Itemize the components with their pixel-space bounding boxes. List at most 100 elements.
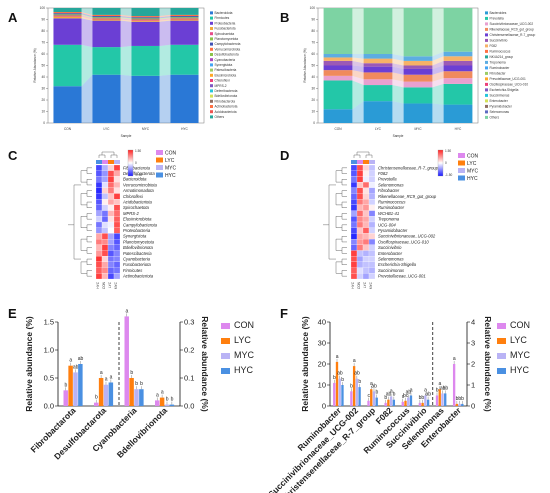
heatmap-cell xyxy=(350,199,358,205)
bar-segment xyxy=(323,60,353,66)
heatmap-cell xyxy=(107,273,115,280)
bar xyxy=(63,390,68,406)
legend-label: Proteobacteria xyxy=(215,21,236,25)
dendrogram-branch xyxy=(73,184,81,260)
legend-swatch xyxy=(210,105,213,108)
connector-band xyxy=(120,45,132,76)
row-label: Armatimonadota xyxy=(122,188,154,193)
row-label: Planctomycetota xyxy=(123,239,155,244)
heatmap-cell xyxy=(113,244,121,251)
bar xyxy=(338,378,341,406)
significance-letter: ab xyxy=(440,385,446,391)
legend-label: CON xyxy=(234,320,254,330)
heatmap-cell xyxy=(356,250,364,257)
heatmap-cell xyxy=(350,267,358,274)
heatmap-cell xyxy=(362,176,370,183)
legend-label: Acidobacteriota xyxy=(215,110,237,114)
significance-letter: b xyxy=(421,395,424,401)
bar-segment xyxy=(363,66,393,73)
heatmap-cell xyxy=(356,267,364,274)
right-y-tick-label: 0.0 xyxy=(184,402,194,411)
connector-band xyxy=(159,17,171,20)
significance-letter: ab xyxy=(406,390,412,396)
heatmap-cell xyxy=(95,244,103,251)
heatmap-cell xyxy=(368,227,376,234)
row-label: Proteobacteria xyxy=(123,228,151,233)
bar-segment xyxy=(443,56,473,61)
legend-swatch xyxy=(485,71,488,75)
heatmap-cell xyxy=(350,164,358,171)
group-strip-cell xyxy=(357,160,363,164)
legend-label: Ruminobacter xyxy=(490,66,511,70)
dendrogram-branch xyxy=(80,238,87,251)
group-legend-swatch xyxy=(156,172,163,178)
significance-letter: b xyxy=(436,388,439,394)
heatmap-cell xyxy=(101,187,109,194)
bar-segment xyxy=(403,60,433,66)
bar-segment xyxy=(403,74,433,82)
bar xyxy=(384,402,387,406)
legend-swatch xyxy=(485,60,488,64)
group-legend-label: HYC xyxy=(467,176,478,182)
bar xyxy=(458,403,461,406)
row-label: Fibrobacter xyxy=(378,188,400,193)
heatmap-cell xyxy=(356,164,364,171)
legend-label: Oscillospiraceae_UCG-010 xyxy=(490,83,529,87)
heatmap-cell xyxy=(101,210,109,217)
bar xyxy=(358,387,361,406)
bar xyxy=(435,395,439,406)
bar xyxy=(352,366,356,406)
heatmap-cell xyxy=(101,239,109,245)
heatmap-cell xyxy=(113,170,121,177)
bar-segment xyxy=(53,15,82,17)
connector-band xyxy=(81,16,93,21)
right-y-tick-label: 3 xyxy=(471,339,475,348)
bar-segment xyxy=(443,78,473,84)
heatmap-cell xyxy=(356,227,364,234)
x-tick-label: LYC xyxy=(375,127,382,131)
legend-swatch xyxy=(210,27,213,30)
color-scale-label: 1.50 xyxy=(135,149,141,153)
heatmap-cell xyxy=(101,227,109,234)
legend-label: Bacteroides xyxy=(490,11,507,15)
significance-letter: ab xyxy=(337,371,343,377)
heatmap-cell xyxy=(107,250,115,257)
bar xyxy=(108,382,114,406)
x-axis-label: Sample xyxy=(121,134,132,138)
connector-band xyxy=(120,8,132,17)
connector-band xyxy=(432,65,444,75)
heatmap-cell xyxy=(101,199,109,205)
y-tick-label: 40 xyxy=(41,75,45,79)
left-y-tick-label: 10 xyxy=(318,381,326,390)
bar xyxy=(139,389,144,406)
connector-band xyxy=(120,16,132,19)
legend-label: NK4A214_group xyxy=(490,55,514,59)
connector-band xyxy=(352,57,364,64)
bar xyxy=(407,397,410,406)
bar-segment xyxy=(131,75,160,123)
color-scale-label: 0 xyxy=(135,161,137,165)
legend-swatch xyxy=(485,49,488,53)
bar-segment xyxy=(53,8,82,13)
x-tick-label: MYC xyxy=(414,127,422,131)
significance-letter: a xyxy=(126,308,129,314)
legend-swatch xyxy=(210,16,213,20)
heatmap-cell xyxy=(350,221,358,228)
bar-segment xyxy=(170,44,199,75)
row-label: Prevotellaceae_UCG-001 xyxy=(378,274,426,279)
connector-band xyxy=(392,101,404,123)
heatmap-cell xyxy=(368,193,376,200)
bar-segment xyxy=(170,20,199,45)
legend-label: CON xyxy=(510,320,530,330)
legend-label: Escherichia-Shigella xyxy=(490,88,519,92)
heatmap-cell xyxy=(107,216,115,223)
heatmap-cell xyxy=(356,182,364,188)
row-label: Succinivibrionaceae_UCG-002 xyxy=(378,234,436,239)
significance-letter: b xyxy=(456,396,459,402)
heatmap-cell xyxy=(107,204,115,211)
group-legend-swatch xyxy=(458,153,465,158)
heatmap-cell xyxy=(95,176,103,183)
left-y-tick-label: 0.0 xyxy=(44,402,54,411)
heatmap-cell xyxy=(107,210,115,217)
row-label: Fusobacteriota xyxy=(123,262,151,267)
